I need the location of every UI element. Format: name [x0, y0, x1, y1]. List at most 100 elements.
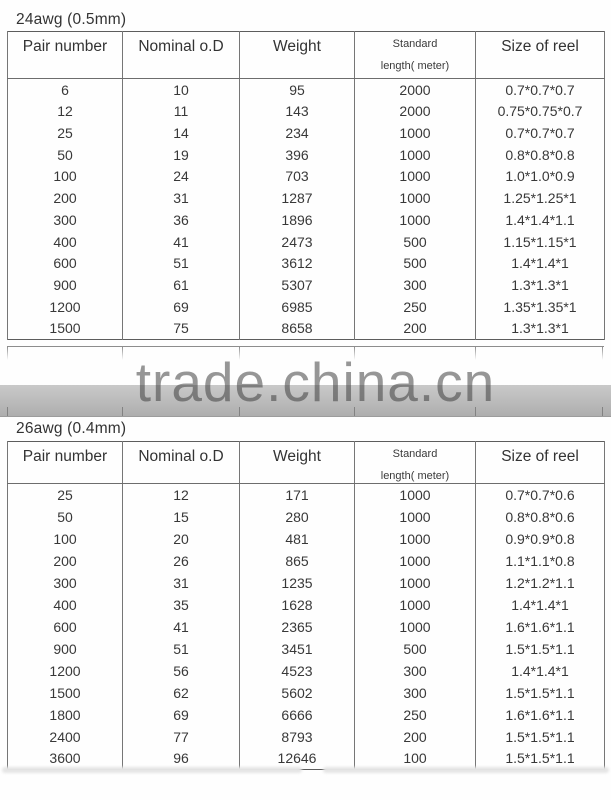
band-column-tick [122, 407, 123, 416]
table-cell: 1000 [354, 165, 476, 188]
table-cell: 200 [354, 725, 476, 748]
table-body-26awg: 25 12 171 1000 0.7*0.7*0.6 50 15 280 1000 0.8*0.8… [7, 483, 605, 770]
table-cell: 51 [122, 637, 240, 660]
table-cell: 25 [7, 122, 123, 144]
watermark-strip: trade.china.cn [0, 346, 611, 417]
table-row: 900 51 3451 500 1.5*1.5*1.1 [7, 637, 605, 660]
table-cell: 600 [7, 615, 123, 638]
ghost-column-divider [475, 347, 476, 360]
table-cell: 1000 [354, 615, 476, 638]
column-header: Pair number [7, 441, 123, 484]
table-cell: 41 [122, 615, 240, 638]
table-row: 300 31 1235 1000 1.2*1.2*1.1 [7, 571, 605, 594]
table-cell: 1235 [239, 571, 355, 594]
table-cell: 1.1*1.1*0.8 [475, 549, 605, 572]
column-header: Size of reel [475, 31, 605, 79]
table-cell: 481 [239, 527, 355, 550]
bottom-cropped-band-right [323, 767, 609, 773]
table-cell: 1.5*1.5*1.1 [475, 747, 605, 770]
table-cell: 20 [122, 527, 240, 550]
band-column-tick [602, 407, 603, 416]
table-title-26awg: 26awg (0.4mm) [16, 420, 127, 437]
table-cell: 1500 [7, 317, 123, 340]
band-column-tick [239, 407, 240, 416]
table-cell: 1000 [354, 549, 476, 572]
table-cell: 400 [7, 230, 123, 253]
ghost-row-top-border [7, 346, 604, 347]
table-cell: 200 [354, 317, 476, 340]
table-cell: 1.6*1.6*1.1 [475, 703, 605, 726]
ghost-column-divider [602, 347, 603, 360]
table-row: 2400 77 8793 200 1.5*1.5*1.1 [7, 725, 605, 748]
table-cell: 171 [239, 483, 355, 506]
column-header: Pair number [7, 31, 123, 79]
table-cell: 25 [7, 483, 123, 506]
ghost-column-divider [122, 347, 123, 360]
table-cell: 0.9*0.9*0.8 [475, 527, 605, 550]
table-cell: 36 [122, 209, 240, 231]
table-cell: 1200 [7, 659, 123, 682]
table-cell: 2473 [239, 230, 355, 253]
table-row: 1200 69 6985 250 1.35*1.35*1 [7, 296, 605, 318]
table-cell: 31 [122, 187, 240, 209]
table-row: 50 15 280 1000 0.8*0.8*0.6 [7, 505, 605, 528]
table-cell: 1.5*1.5*1.1 [475, 681, 605, 704]
table-cell: 2000 [354, 78, 476, 101]
table-row: 100 20 481 1000 0.9*0.9*0.8 [7, 527, 605, 550]
table-cell: 1.35*1.35*1 [475, 296, 605, 318]
spec-table-26awg: Pair number Nominal o.D Weight Standard leng… [7, 441, 605, 770]
table-row: 600 51 3612 500 1.4*1.4*1 [7, 252, 605, 275]
table-cell: 77 [122, 725, 240, 748]
table-cell: 1000 [354, 593, 476, 616]
table-cell: 1287 [239, 187, 355, 209]
table-row: 3600 96 12646 100 1.5*1.5*1.1 [7, 747, 605, 770]
table-cell: 5307 [239, 274, 355, 296]
table-cell: 56 [122, 659, 240, 682]
table-cell: 1000 [354, 505, 476, 528]
table-cell: 1.15*1.15*1 [475, 230, 605, 253]
table-row: 400 41 2473 500 1.15*1.15*1 [7, 230, 605, 253]
ghost-column-divider [239, 347, 240, 360]
table-cell: 1.4*1.4*1 [475, 252, 605, 275]
table-cell: 1.6*1.6*1.1 [475, 615, 605, 638]
table-cell: 50 [7, 143, 123, 166]
table-cell: 396 [239, 143, 355, 166]
table-cell: 24 [122, 165, 240, 188]
table-cell: 51 [122, 252, 240, 275]
table-cell: 500 [354, 637, 476, 660]
table-cell: 1896 [239, 209, 355, 231]
table-row: 300 36 1896 1000 1.4*1.4*1.1 [7, 209, 605, 231]
table-cell: 3612 [239, 252, 355, 275]
table-cell: 900 [7, 637, 123, 660]
table-cell: 6 [7, 78, 123, 101]
table-cell: 1.3*1.3*1 [475, 317, 605, 340]
table-cell: 0.7*0.7*0.6 [475, 483, 605, 506]
table-cell: 12 [122, 483, 240, 506]
table-cell: 0.7*0.7*0.7 [475, 122, 605, 144]
table-row: 1800 69 6666 250 1.6*1.6*1.1 [7, 703, 605, 726]
table-cell: 1.2*1.2*1.1 [475, 571, 605, 594]
table-row: 600 41 2365 1000 1.6*1.6*1.1 [7, 615, 605, 638]
table-row: 200 26 865 1000 1.1*1.1*0.8 [7, 549, 605, 572]
table-cell: 300 [354, 274, 476, 296]
table-cell: 3451 [239, 637, 355, 660]
table-cell: 1000 [354, 571, 476, 594]
table-cell: 100 [7, 527, 123, 550]
table-cell: 1.4*1.4*1 [475, 659, 605, 682]
table-cell: 1.5*1.5*1.1 [475, 637, 605, 660]
ghost-column-divider [354, 347, 355, 360]
table-cell: 100 [7, 165, 123, 188]
table-cell: 1000 [354, 527, 476, 550]
table-cell: 96 [122, 747, 240, 770]
table-cell: 26 [122, 549, 240, 572]
table-cell: 2000 [354, 100, 476, 122]
band-column-tick [354, 407, 355, 416]
column-header: Standard length( meter) [354, 441, 476, 484]
table-cell: 1000 [354, 483, 476, 506]
table-cell: 1.4*1.4*1.1 [475, 209, 605, 231]
table-row: 1200 56 4523 300 1.4*1.4*1 [7, 659, 605, 682]
table-cell: 75 [122, 317, 240, 340]
table-cell: 1.4*1.4*1 [475, 593, 605, 616]
table-cell: 1000 [354, 187, 476, 209]
column-header: Weight [239, 31, 355, 79]
